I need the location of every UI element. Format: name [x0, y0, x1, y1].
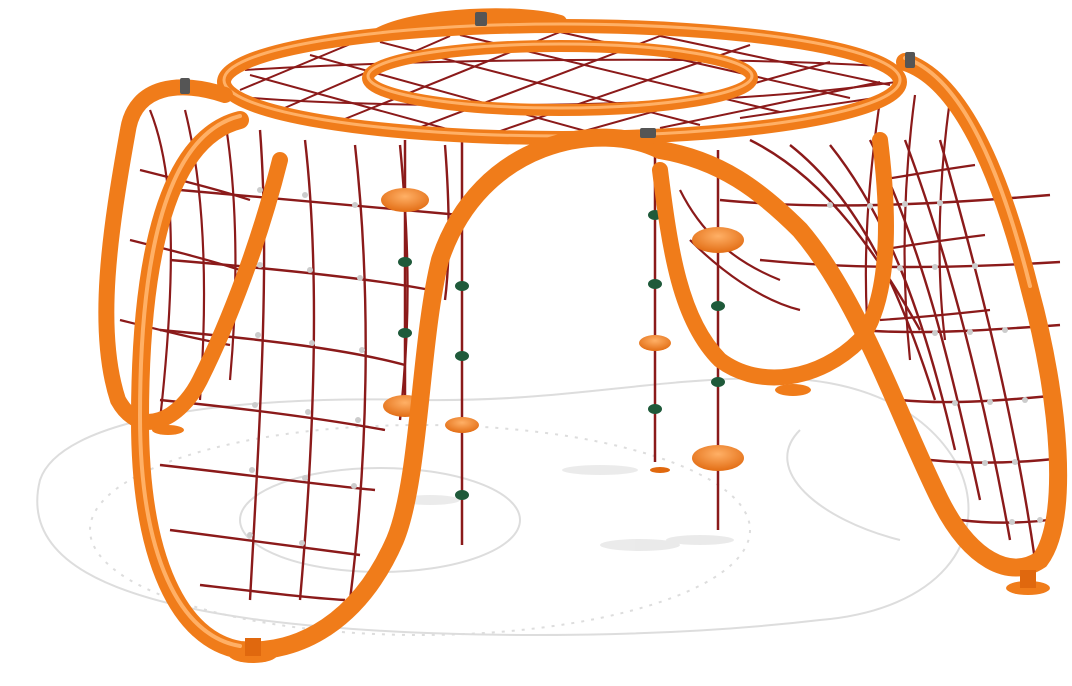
bead	[398, 257, 412, 267]
base-plate	[775, 384, 811, 396]
climbing-disc	[381, 188, 429, 212]
rear-right-arch	[652, 132, 894, 386]
base-plate	[152, 425, 184, 435]
bead	[455, 351, 469, 361]
base-plates	[152, 384, 1050, 663]
left-arch	[98, 79, 288, 430]
clamp	[475, 12, 487, 26]
climbing-discs	[381, 188, 744, 471]
bead	[398, 328, 412, 338]
clamp	[180, 78, 190, 94]
inner-ring	[362, 40, 758, 116]
rope-beads	[398, 210, 725, 500]
ground-mid-circle	[89, 424, 751, 636]
orange-frame	[98, 8, 1068, 660]
base-plate	[650, 467, 670, 473]
climbing-disc	[692, 227, 744, 253]
bead	[711, 377, 725, 387]
bead	[648, 404, 662, 414]
ground-shadows	[400, 465, 734, 551]
climbing-disc	[639, 335, 671, 351]
clamp	[640, 128, 656, 138]
frame-clamps	[180, 12, 915, 138]
net-front	[159, 129, 1063, 602]
bead	[648, 279, 662, 289]
bead	[711, 301, 725, 311]
ground-right-curve	[786, 429, 901, 541]
climbing-disc	[692, 445, 744, 471]
bead	[455, 490, 469, 500]
bead	[455, 281, 469, 291]
rope-connectors	[247, 187, 1043, 546]
clamp	[905, 52, 915, 68]
climbing-disc	[445, 417, 479, 433]
